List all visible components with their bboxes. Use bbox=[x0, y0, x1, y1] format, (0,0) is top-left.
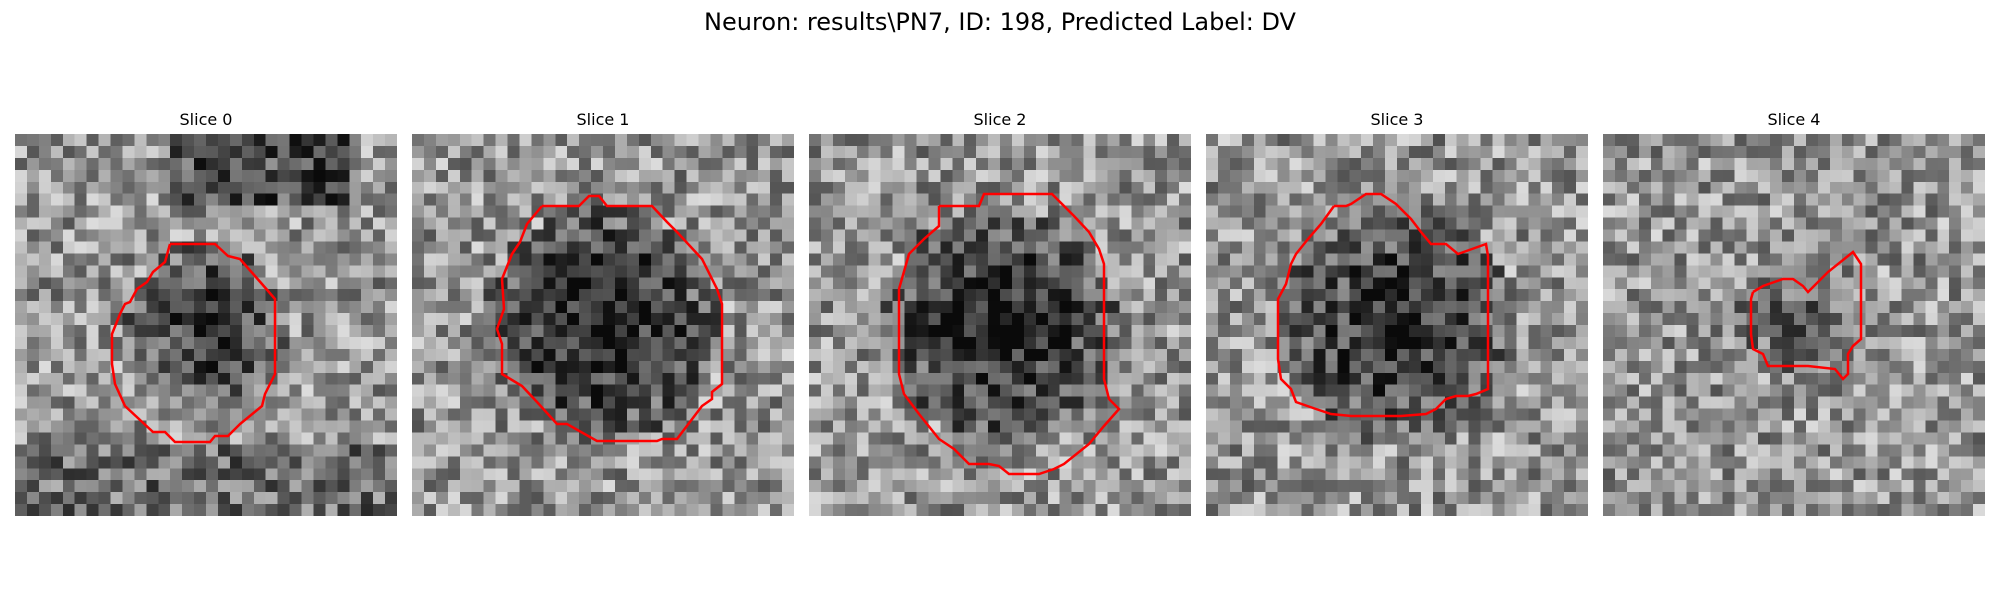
figure-title: Neuron: results\PN7, ID: 198, Predicted … bbox=[704, 8, 1296, 36]
slice-title: Slice 4 bbox=[1767, 110, 1821, 129]
slice-title: Slice 3 bbox=[1370, 110, 1424, 129]
slice-panel-2: Slice 2 bbox=[809, 110, 1191, 516]
microscopy-slice-image bbox=[809, 134, 1191, 516]
roi-contour bbox=[897, 192, 1121, 476]
roi-contour bbox=[1276, 192, 1490, 418]
microscopy-slice-image bbox=[412, 134, 794, 516]
slice-title: Slice 0 bbox=[179, 110, 233, 129]
slice-panel-1: Slice 1 bbox=[412, 110, 794, 516]
microscopy-slice-image bbox=[15, 134, 397, 516]
slice-image bbox=[1206, 134, 1588, 516]
microscopy-slice-image bbox=[1206, 134, 1588, 516]
slice-image bbox=[412, 134, 794, 516]
roi-contour bbox=[110, 242, 277, 444]
slice-panel-0: Slice 0 bbox=[15, 110, 397, 516]
slice-image bbox=[15, 134, 397, 516]
microscopy-slice-image bbox=[1603, 134, 1985, 516]
slice-image bbox=[809, 134, 1191, 516]
slice-image bbox=[1603, 134, 1985, 516]
slice-panel-4: Slice 4 bbox=[1603, 110, 1985, 516]
roi-contour bbox=[495, 194, 724, 443]
slice-panel-3: Slice 3 bbox=[1206, 110, 1588, 516]
slice-title: Slice 1 bbox=[576, 110, 630, 129]
slice-title: Slice 2 bbox=[973, 110, 1027, 129]
roi-contour bbox=[1749, 250, 1863, 381]
